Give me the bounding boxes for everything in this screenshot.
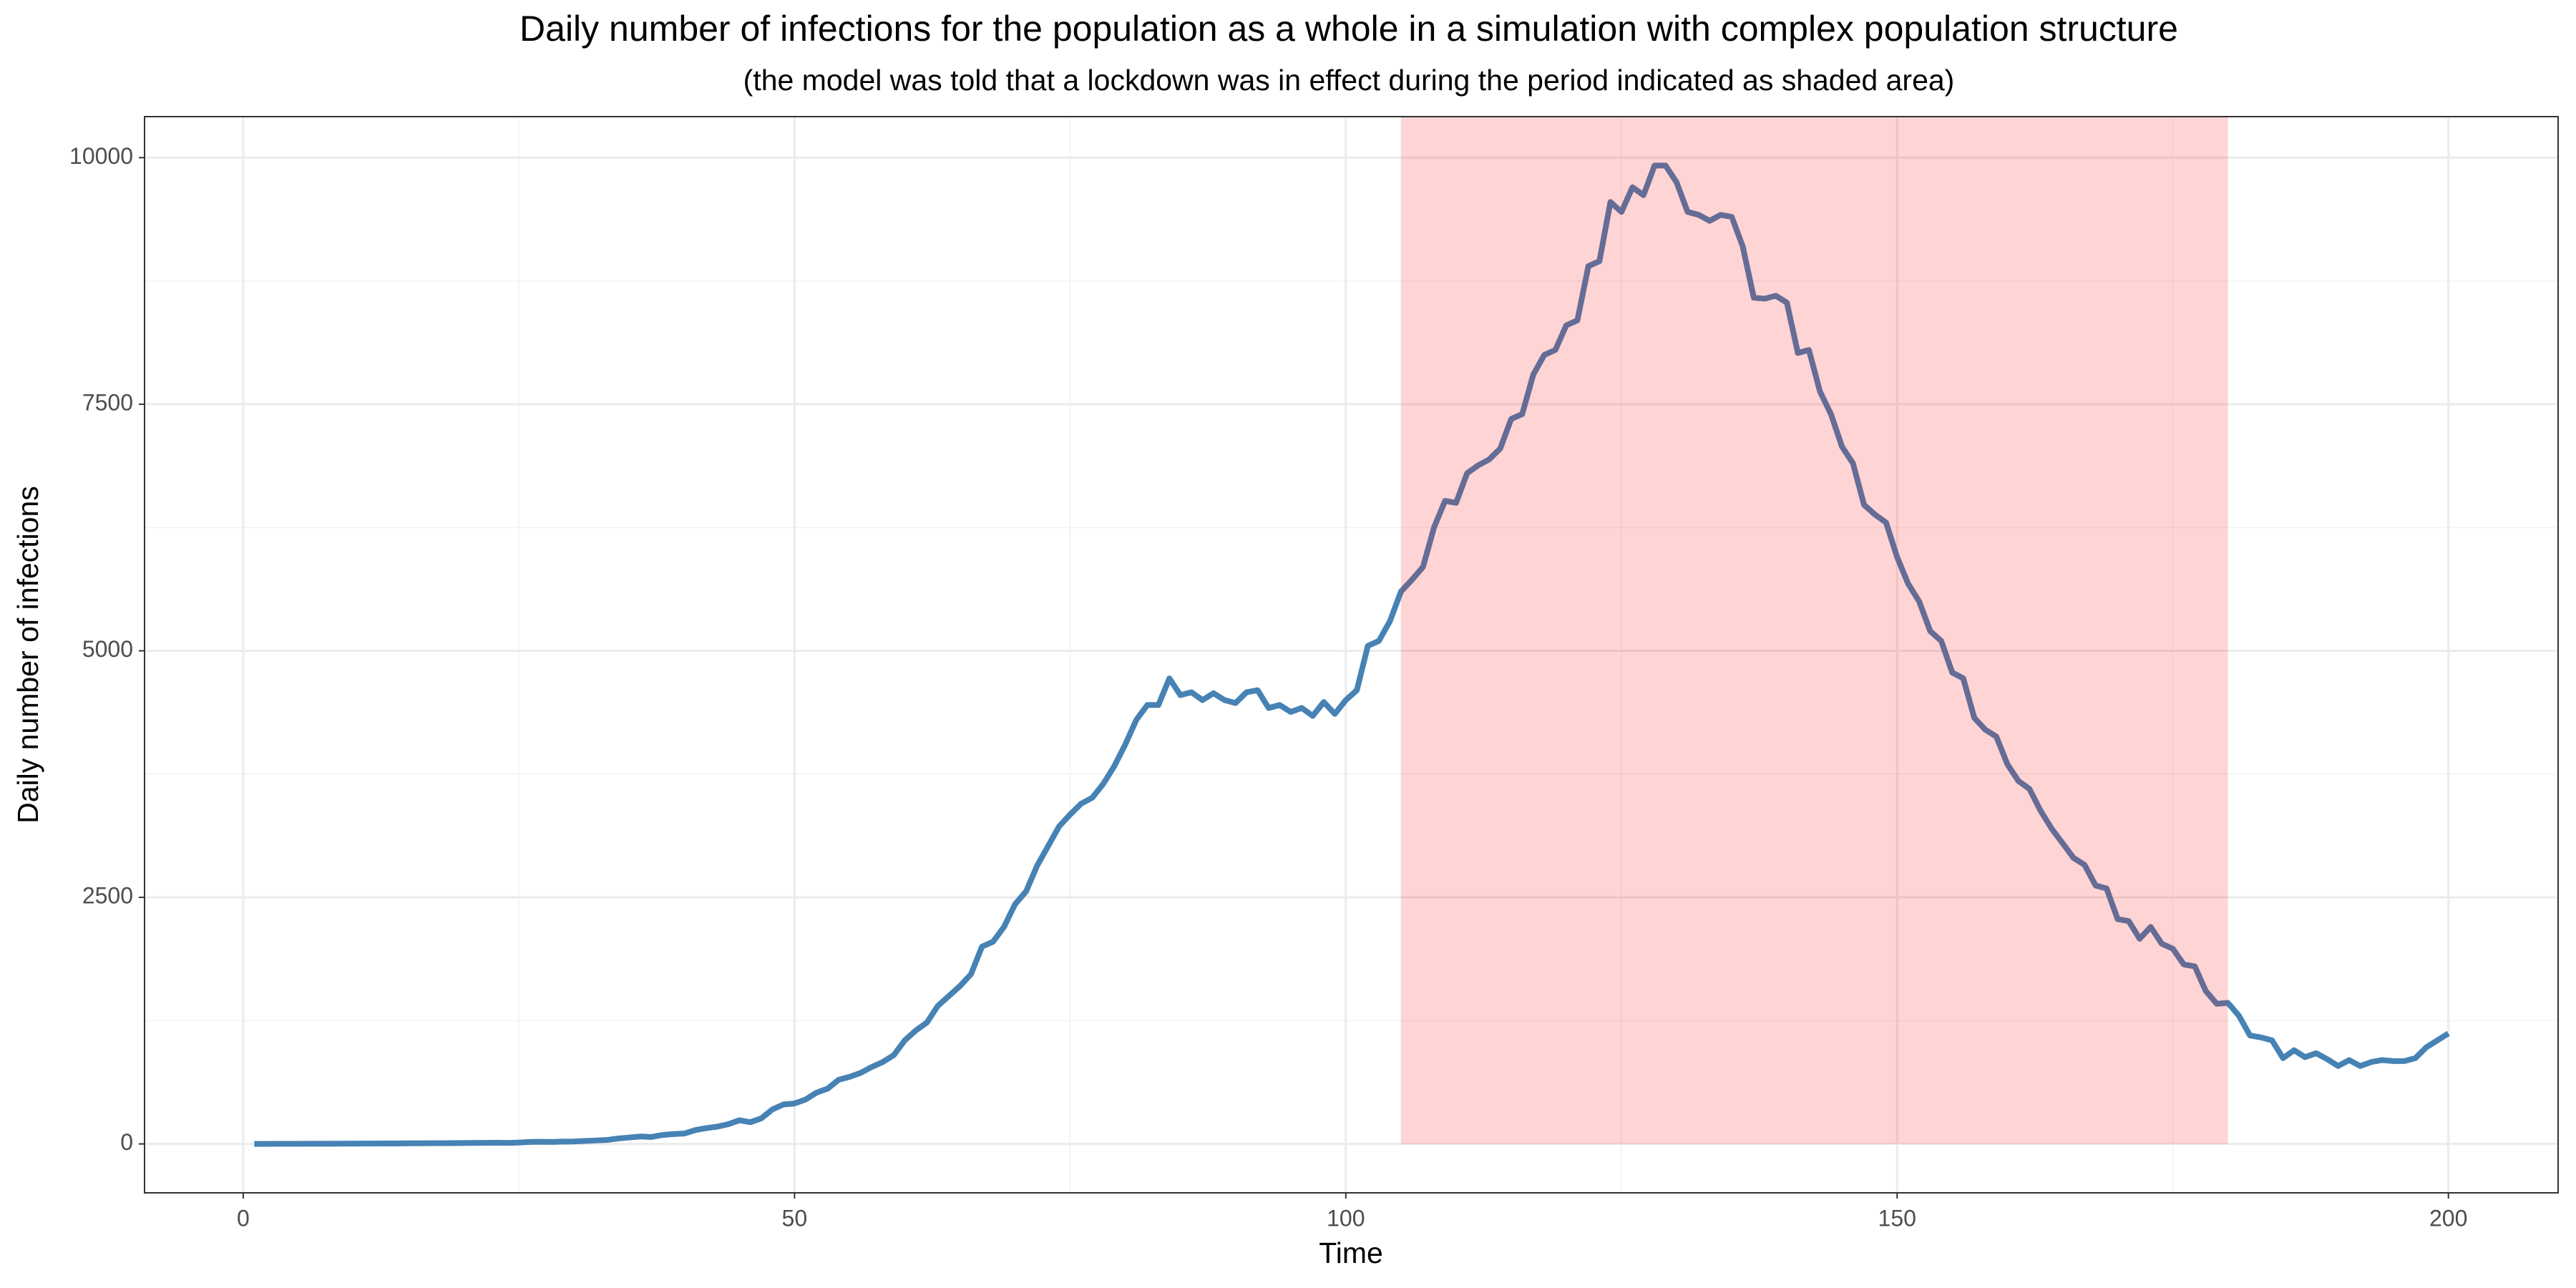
panel-border <box>144 116 2559 1194</box>
x-axis-title: Time <box>1319 1236 1383 1269</box>
x-tick-label: 150 <box>1878 1205 1916 1231</box>
y-tick-label: 7500 <box>82 389 133 415</box>
chart-subtitle: (the model was told that a lockdown was … <box>743 64 1955 97</box>
x-tick-label: 0 <box>237 1205 250 1231</box>
x-tick-label: 50 <box>782 1205 808 1231</box>
data-line <box>254 162 2450 1147</box>
chart-title: Daily number of infections for the popul… <box>519 9 2178 49</box>
lockdown-shade <box>1400 117 2228 1144</box>
x-tick-label: 100 <box>1327 1205 1365 1231</box>
y-tick-label: 5000 <box>82 636 133 662</box>
y-tick-label: 10000 <box>69 143 133 169</box>
y-axis-title: Daily number of infections <box>11 486 44 824</box>
y-tick-label: 0 <box>120 1129 133 1155</box>
x-tick-label: 200 <box>2429 1205 2467 1231</box>
y-tick-label: 2500 <box>82 883 133 909</box>
